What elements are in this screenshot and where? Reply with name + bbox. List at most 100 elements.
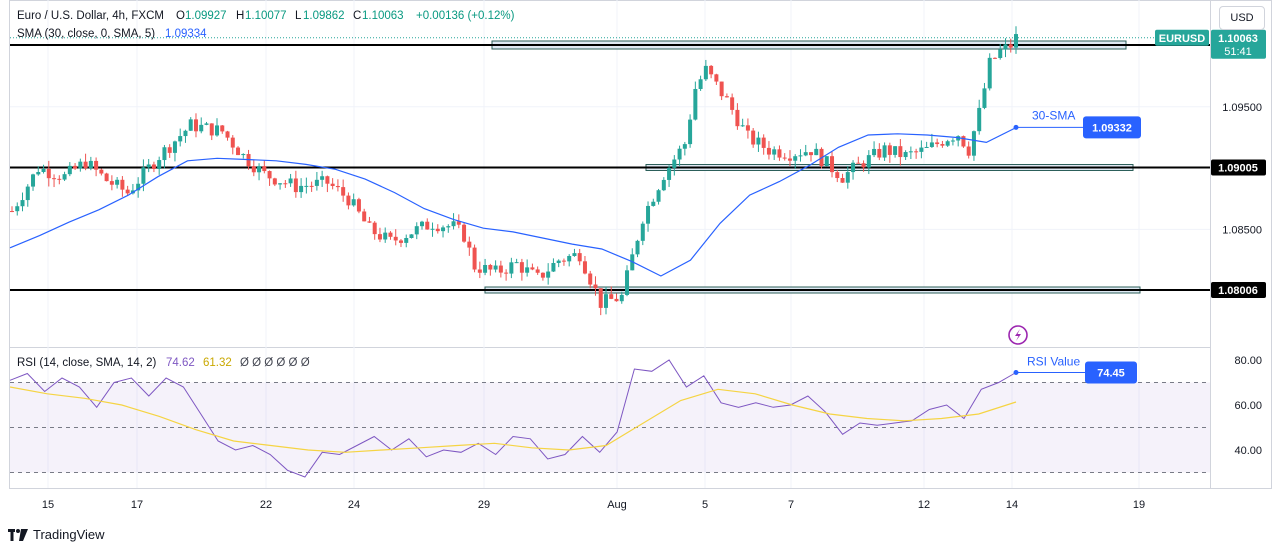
candle-body <box>593 284 598 289</box>
candle-body <box>971 131 976 156</box>
tradingview-logo[interactable]: TradingView <box>8 527 105 542</box>
candle-body <box>151 164 156 169</box>
rsi-annotation-box <box>1085 361 1137 384</box>
candle-body <box>714 74 719 82</box>
candle-body <box>109 181 114 185</box>
candle-body <box>882 145 887 158</box>
candle-body <box>398 240 403 243</box>
candle-body <box>99 169 104 174</box>
candle-body <box>351 199 356 206</box>
candle-body <box>866 155 871 168</box>
x-tick-label: 5 <box>702 499 708 511</box>
candle-body <box>872 148 877 156</box>
candle-body <box>251 166 256 173</box>
candle-body <box>646 205 651 224</box>
candle-body <box>893 146 898 155</box>
candle-body <box>262 166 267 172</box>
candle-body <box>115 179 120 185</box>
candle-body <box>572 253 577 256</box>
candle-body <box>903 152 908 158</box>
candle-body <box>567 255 572 262</box>
symbol-tag <box>1155 29 1209 46</box>
rsi-y-tick-label: 40.00 <box>1234 445 1262 457</box>
currency-button[interactable]: USD <box>1219 6 1265 30</box>
ohlc-high: 1.10077 <box>245 10 287 22</box>
brand-name: TradingView <box>33 527 105 542</box>
candle-body <box>52 178 57 180</box>
x-tick-label: 17 <box>131 499 143 511</box>
candle-body <box>88 160 93 169</box>
candle-body <box>682 144 687 149</box>
candle-body <box>598 288 603 308</box>
candle-body <box>341 187 346 196</box>
candle-body <box>309 185 314 187</box>
candle-body <box>777 149 782 158</box>
candle-body <box>299 185 304 193</box>
candle-body <box>835 172 840 179</box>
ohlc-high-key: H <box>236 10 244 22</box>
candle-body <box>456 221 461 225</box>
candle-body <box>982 88 987 108</box>
candle-body <box>877 148 882 158</box>
level-tag-label: 1.09005 <box>1218 163 1258 175</box>
candle-body <box>1014 34 1018 48</box>
candle-body <box>230 137 235 148</box>
candle-body <box>209 123 214 136</box>
candle-body <box>540 272 545 278</box>
candle-body <box>257 166 262 173</box>
rsi-series-line <box>9 359 1017 478</box>
sma-legend-value: 1.09334 <box>165 28 207 40</box>
candle-body <box>462 224 467 242</box>
candle-body <box>935 142 940 145</box>
candle-body <box>330 183 335 187</box>
candle-body <box>446 226 451 228</box>
candle-body <box>530 267 535 270</box>
ohlc-close: 1.10063 <box>362 10 404 22</box>
candle-body <box>1003 44 1008 50</box>
lightning-icon[interactable] <box>1008 325 1028 345</box>
candle-body <box>325 176 330 184</box>
candle-body <box>67 165 72 175</box>
candle-body <box>588 273 593 285</box>
candle-body <box>667 167 672 180</box>
candle-body <box>908 151 913 153</box>
countdown-label: 51:41 <box>1224 46 1252 58</box>
candle-body <box>987 57 992 89</box>
candle-body <box>793 156 798 161</box>
candle-body <box>215 125 220 136</box>
level-tag <box>1211 159 1266 176</box>
x-tick-label: 7 <box>788 499 794 511</box>
candle-body <box>840 178 845 183</box>
candle-body <box>94 160 99 170</box>
candle-body <box>241 154 246 156</box>
candle-body <box>293 178 298 193</box>
sma-series-line <box>9 127 1017 277</box>
candle-body <box>78 161 83 169</box>
level-tag <box>1211 282 1266 298</box>
candle-body <box>614 298 619 302</box>
candle-body <box>104 173 109 182</box>
candle-body <box>356 199 361 212</box>
candle-body <box>15 206 20 212</box>
candle-body <box>814 148 819 156</box>
candle-body <box>83 161 88 169</box>
candle-body <box>404 237 409 243</box>
candle-body <box>940 144 945 146</box>
current-price-label: 1.10063 <box>1218 33 1258 45</box>
candle-body <box>420 221 425 227</box>
candle-body <box>546 271 551 278</box>
candle-body <box>556 260 561 263</box>
sma-line: 30-SMA 1.09332 <box>9 108 1141 277</box>
candle-body <box>745 125 750 131</box>
candle-body <box>950 140 955 142</box>
candle-body <box>199 124 204 132</box>
candle-body <box>577 253 582 262</box>
ohlc-open-key: O <box>176 10 185 22</box>
candle-body <box>388 232 393 237</box>
symbol-tag-label: EURUSD <box>1159 33 1206 45</box>
candle-body <box>451 221 456 227</box>
candle-body <box>535 269 540 273</box>
candle-body <box>551 262 556 272</box>
